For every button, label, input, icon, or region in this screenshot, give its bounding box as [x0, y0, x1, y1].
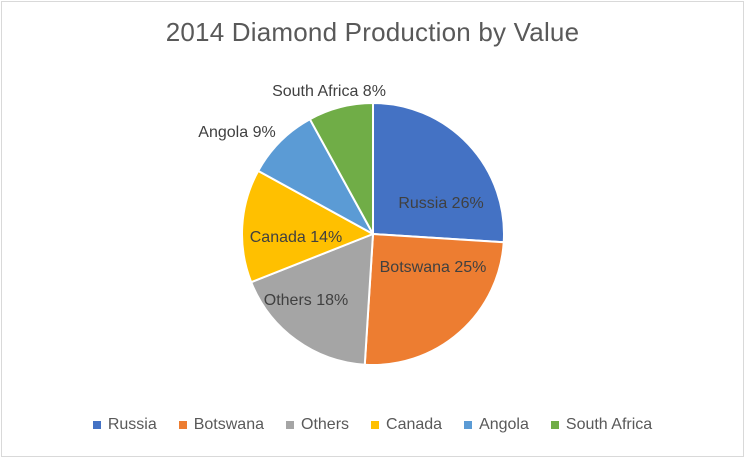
legend-item-others: Others [286, 416, 349, 434]
data-label-russia: Russia 26% [398, 195, 483, 212]
legend-label: Angola [479, 416, 529, 433]
pie-slices [241, 102, 505, 366]
legend-label: Others [301, 416, 350, 433]
legend-label: South Africa [565, 416, 653, 433]
legend-item-angola: Angola [464, 416, 529, 434]
legend-item-russia: Russia [92, 416, 157, 434]
data-label-others: Others 18% [264, 292, 348, 309]
chart-title: 2014 Diamond Production by Value [165, 17, 580, 47]
legend-swatch [464, 421, 473, 429]
data-label-south-africa: South Africa 8% [272, 83, 386, 100]
legend-swatch [286, 421, 294, 429]
pie-labels: Russia 26% Botswana 25% Others 18% Canada 1… [198, 83, 486, 309]
legend-swatch [550, 421, 559, 429]
data-label-angola: Angola 9% [198, 124, 275, 141]
pie-slice-russia [372, 102, 505, 244]
data-label-botswana: Botswana 25% [380, 259, 487, 276]
legend-label: Botswana [193, 416, 264, 433]
pie-slice-others [250, 233, 374, 366]
legend-label: Canada [386, 416, 443, 433]
pie-slice-canada [241, 169, 374, 284]
pie-slice-botswana [363, 233, 505, 366]
legend-item-canada: Canada [371, 416, 442, 434]
legend-swatch [178, 421, 187, 429]
legend-label: Russia [107, 416, 157, 433]
legend-item-botswana: Botswana [178, 416, 264, 434]
pie-slice-south-africa [308, 102, 374, 235]
legend-swatch [371, 421, 380, 429]
data-label-canada: Canada 14% [250, 229, 343, 246]
chart-legend: Russia Botswana Others Canada Angola South Af… [0, 416, 745, 434]
legend-swatch [92, 421, 101, 429]
legend-item-south-africa: South Africa [550, 416, 653, 434]
